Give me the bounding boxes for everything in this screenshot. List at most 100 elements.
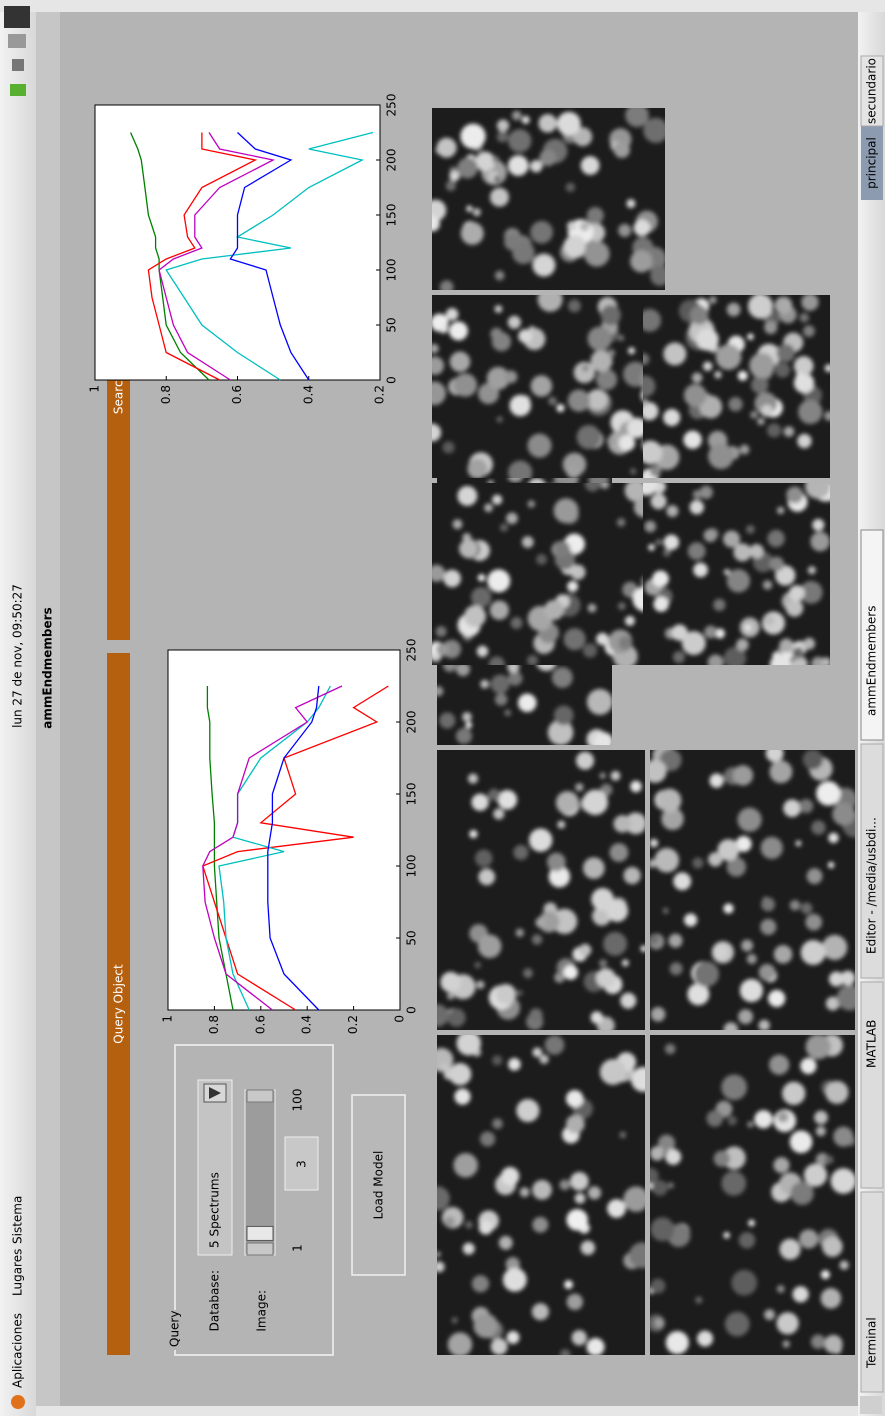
taskbar-label[interactable]: MATLAB bbox=[865, 1020, 879, 1068]
blob bbox=[627, 417, 648, 439]
blob bbox=[440, 1063, 450, 1072]
blob bbox=[650, 1278, 666, 1294]
database-popup[interactable] bbox=[197, 1079, 233, 1256]
blob bbox=[643, 353, 650, 366]
blob bbox=[775, 362, 791, 378]
blob bbox=[494, 693, 508, 706]
blob bbox=[471, 1275, 490, 1293]
menu-logo[interactable] bbox=[11, 1395, 25, 1409]
blob bbox=[613, 815, 632, 833]
blob bbox=[494, 270, 505, 281]
taskbar-button[interactable] bbox=[860, 1191, 884, 1393]
blob bbox=[436, 643, 450, 656]
blob bbox=[571, 1330, 587, 1346]
workspace-label[interactable]: principal bbox=[865, 137, 879, 189]
blob bbox=[723, 1022, 739, 1030]
window-title: ammEndmembers bbox=[41, 607, 55, 728]
blob bbox=[671, 624, 688, 641]
blob bbox=[573, 127, 593, 147]
blob bbox=[828, 832, 839, 844]
blob bbox=[624, 615, 635, 626]
blob bbox=[487, 788, 501, 801]
slider-thumb[interactable] bbox=[246, 1225, 274, 1241]
top-panel bbox=[0, 0, 36, 1416]
blob bbox=[603, 931, 628, 956]
blob bbox=[547, 719, 574, 745]
blob bbox=[786, 486, 804, 504]
taskbar-button[interactable] bbox=[860, 981, 884, 1189]
database-value[interactable]: 5 Spectrums bbox=[208, 1172, 222, 1248]
blob bbox=[565, 1089, 584, 1108]
workspace[interactable] bbox=[860, 55, 884, 127]
blob bbox=[746, 953, 757, 965]
button-label[interactable]: Load Model bbox=[372, 1151, 386, 1220]
taskbar-label[interactable]: ammEndmembers bbox=[865, 606, 879, 716]
show-desktop[interactable] bbox=[860, 1396, 882, 1414]
battery-icon[interactable] bbox=[10, 84, 26, 96]
blob bbox=[566, 1114, 585, 1134]
blob bbox=[522, 968, 533, 979]
x-tick-label: 50 bbox=[385, 317, 399, 332]
blob bbox=[532, 1179, 552, 1200]
workspace-active[interactable] bbox=[861, 126, 883, 200]
taskbar-button-active[interactable] bbox=[860, 529, 884, 741]
blob bbox=[691, 372, 703, 384]
blob bbox=[584, 483, 601, 492]
network-icon[interactable] bbox=[12, 59, 24, 71]
menu-item[interactable]: Lugares bbox=[11, 1249, 25, 1296]
blob bbox=[447, 1008, 466, 1027]
y-tick-label: 0.4 bbox=[301, 385, 315, 404]
blob bbox=[499, 523, 509, 532]
blob bbox=[449, 321, 468, 341]
blob bbox=[692, 857, 704, 869]
blob bbox=[687, 542, 706, 561]
blob bbox=[432, 215, 440, 232]
section-bar bbox=[107, 653, 130, 1355]
blob bbox=[733, 543, 752, 562]
blob bbox=[803, 1163, 828, 1187]
blob bbox=[663, 534, 680, 551]
image-value[interactable]: 3 bbox=[295, 1160, 309, 1168]
blob bbox=[508, 460, 533, 478]
blob bbox=[630, 250, 653, 273]
blob bbox=[504, 709, 512, 717]
query-groupbox bbox=[174, 1044, 334, 1356]
blob bbox=[618, 636, 633, 650]
blob bbox=[530, 375, 553, 397]
menu-item[interactable]: Aplicaciones bbox=[11, 1313, 25, 1388]
logout-icon[interactable] bbox=[4, 6, 30, 28]
taskbar-button[interactable] bbox=[860, 743, 884, 979]
image-edit[interactable] bbox=[284, 1136, 319, 1191]
blob bbox=[749, 352, 775, 379]
menu-item[interactable]: Sistema bbox=[11, 1196, 25, 1244]
x-tick-label: 0 bbox=[405, 1006, 419, 1014]
x-tick-label: 250 bbox=[405, 639, 419, 662]
blob bbox=[455, 727, 473, 745]
y-tick-label: 0.4 bbox=[300, 1015, 314, 1034]
blob bbox=[566, 1209, 588, 1231]
blob bbox=[801, 295, 819, 311]
blob bbox=[486, 366, 510, 390]
blob bbox=[643, 440, 663, 465]
clock[interactable]: lun 27 de nov, 09:50:27 bbox=[11, 584, 25, 728]
blob bbox=[506, 512, 518, 525]
blob bbox=[623, 866, 641, 885]
x-tick-label: 150 bbox=[405, 783, 419, 806]
blob bbox=[825, 996, 840, 1011]
y-tick-label: 0 bbox=[393, 1015, 407, 1023]
left-edge bbox=[36, 1406, 858, 1416]
taskbar-label[interactable]: Editor - /media/usbdi... bbox=[865, 817, 879, 954]
workspace-label[interactable]: secundario bbox=[865, 58, 879, 124]
blob bbox=[496, 130, 509, 143]
x-tick-label: 50 bbox=[405, 930, 419, 945]
load-model-button[interactable] bbox=[351, 1094, 406, 1276]
blob bbox=[464, 605, 487, 628]
blob bbox=[502, 1267, 527, 1292]
windows-icon[interactable] bbox=[8, 34, 26, 48]
plot-area bbox=[167, 649, 401, 1011]
taskbar-label[interactable]: Terminal bbox=[865, 1317, 879, 1369]
blob bbox=[504, 370, 518, 384]
blob bbox=[696, 1330, 714, 1347]
blob bbox=[630, 1066, 645, 1092]
